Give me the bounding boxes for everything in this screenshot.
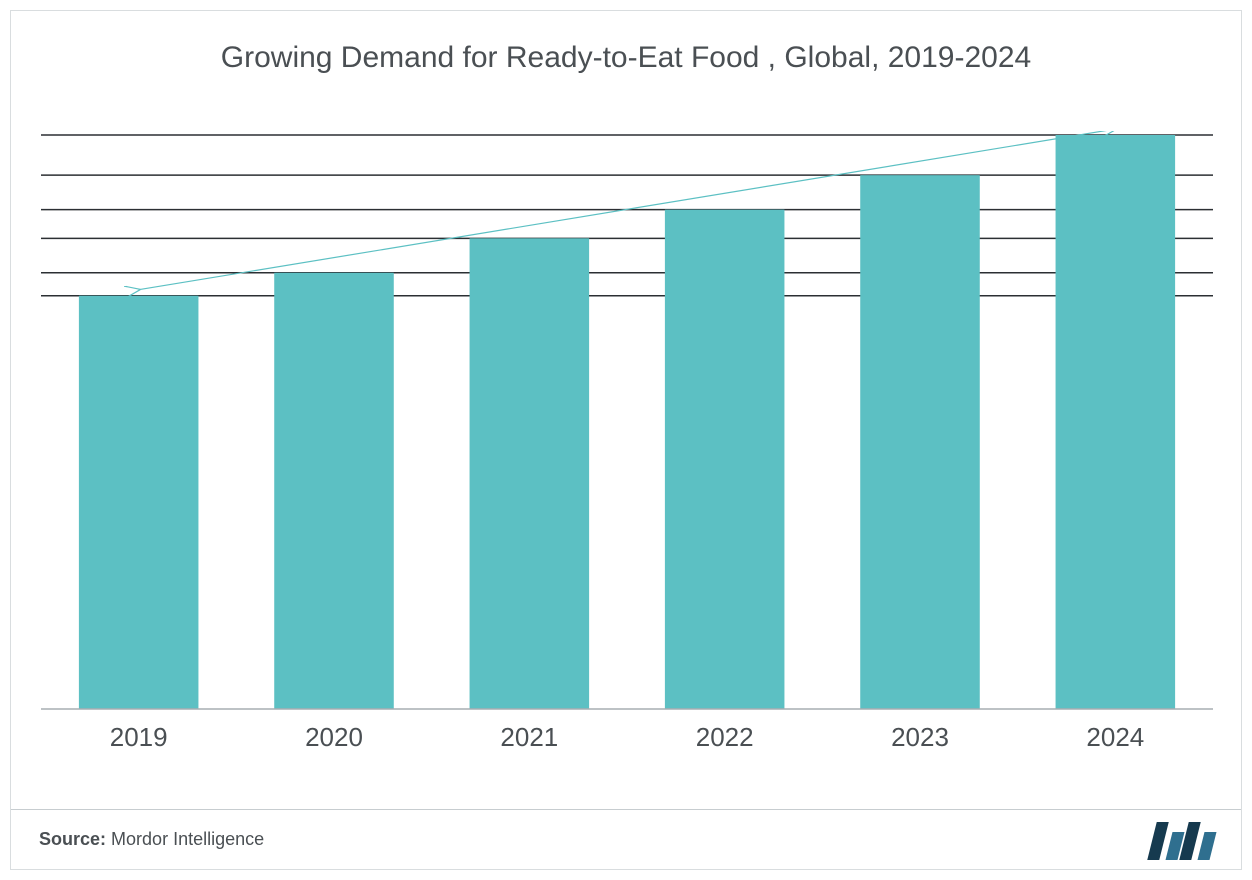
chart-title: Growing Demand for Ready-to-Eat Food , G…: [11, 39, 1241, 77]
x-axis-label: 2024: [1086, 722, 1144, 753]
bar: [1056, 135, 1176, 709]
logo-stroke: [1198, 832, 1217, 860]
logo-stroke: [1179, 822, 1200, 860]
brand-logo: [1152, 820, 1213, 860]
bars: [79, 135, 1175, 709]
source-label: Source:: [39, 829, 106, 849]
x-axis-label: 2020: [305, 722, 363, 753]
chart-svg: [41, 131, 1213, 771]
x-axis-label: 2023: [891, 722, 949, 753]
footer: Source: Mordor Intelligence: [11, 809, 1241, 869]
source-attribution: Source: Mordor Intelligence: [39, 829, 264, 850]
logo-stroke: [1147, 822, 1168, 860]
bar: [665, 210, 785, 709]
x-axis-label: 2021: [500, 722, 558, 753]
source-value: Mordor Intelligence: [111, 829, 264, 849]
bar: [274, 273, 394, 709]
bar: [470, 238, 590, 709]
gridlines: [41, 135, 1213, 296]
chart-frame: Growing Demand for Ready-to-Eat Food , G…: [10, 10, 1242, 870]
x-axis-label: 2022: [696, 722, 754, 753]
bar: [860, 175, 980, 709]
plot-area: 2019 2020 2021 2022 2023 2024: [41, 131, 1213, 771]
bar: [79, 296, 199, 709]
x-axis-label: 2019: [110, 722, 168, 753]
